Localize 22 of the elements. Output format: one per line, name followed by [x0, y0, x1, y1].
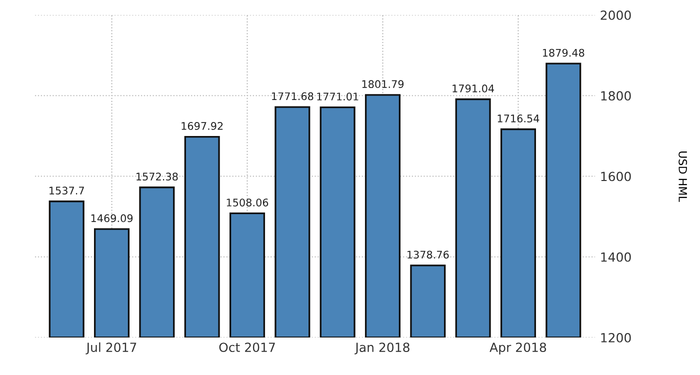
- y-tick-label: 1400: [601, 252, 631, 262]
- y-tick-label: 1200: [601, 332, 631, 342]
- x-tick-label: Jul 2017: [86, 342, 136, 354]
- data-label: 1537.7: [50, 186, 84, 195]
- x-tick-label: Oct 2017: [219, 342, 275, 352]
- x-tick-label: Jan 2018: [354, 342, 410, 354]
- data-label: 1697.92: [182, 122, 223, 130]
- x-tick-label: Apr 2018: [490, 342, 546, 354]
- data-label: 1378.76: [408, 250, 449, 259]
- y-tick-label: 1600: [601, 172, 631, 182]
- data-label: 1791.04: [452, 84, 494, 92]
- data-label: 1469.09: [91, 214, 133, 222]
- data-label: 1879.48: [542, 48, 584, 57]
- data-label: 1716.54: [498, 114, 540, 122]
- data-label: 1771.01: [317, 92, 358, 100]
- y-axis-title: USD HML: [678, 152, 688, 202]
- y-tick-label: 1800: [601, 91, 631, 101]
- data-label: 1771.68: [272, 92, 314, 100]
- data-label: 1508.06: [226, 198, 268, 206]
- data-label: 1572.38: [136, 172, 178, 181]
- y-tick-label: 2000: [600, 10, 631, 20]
- data-label: 1801.79: [362, 80, 404, 88]
